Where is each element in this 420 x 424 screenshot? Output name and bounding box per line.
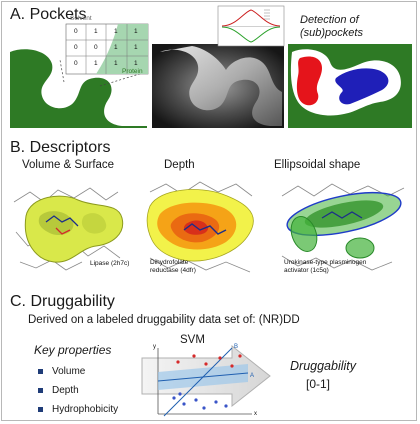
bullet-square-icon bbox=[38, 388, 43, 393]
grid-solvent-label: Solvent bbox=[70, 15, 92, 22]
label-ellipsoidal-shape: Ellipsoidal shape bbox=[274, 159, 361, 171]
grid-cell: 0 bbox=[74, 28, 78, 35]
grid-cell: 1 bbox=[94, 28, 98, 35]
grid-cell: 1 bbox=[134, 60, 138, 67]
grid-cell: 0 bbox=[94, 44, 98, 51]
pocket-panels bbox=[10, 5, 412, 128]
property-label: Volume bbox=[52, 366, 86, 377]
label-depth: Depth bbox=[164, 159, 195, 171]
depth-surface-panel bbox=[152, 44, 284, 128]
depth-image bbox=[146, 181, 254, 273]
section-c-subtitle: Derived on a labeled druggability data s… bbox=[28, 314, 300, 326]
line-a-label: A bbox=[250, 373, 255, 379]
grid-cell: 1 bbox=[94, 60, 98, 67]
grid-cell: 0 bbox=[74, 44, 78, 51]
grid-cell: 1 bbox=[114, 44, 118, 51]
key-properties-title: Key properties bbox=[34, 343, 112, 357]
grid-cell: 1 bbox=[114, 28, 118, 35]
list-item: Volume bbox=[38, 366, 118, 385]
grid-cell: 0 bbox=[74, 60, 78, 67]
ellipsoid-image bbox=[281, 183, 405, 271]
grid-protein-label: Protein bbox=[122, 68, 143, 75]
svm-diagram bbox=[141, 344, 271, 417]
axis-x-label: x bbox=[254, 411, 257, 417]
section-a-title: A. Pockets bbox=[10, 6, 87, 23]
label-volume-surface: Volume & Surface bbox=[22, 159, 115, 171]
property-label: Hydrophobicity bbox=[52, 404, 119, 415]
caption-dhfr-line2: reductase (4dfr) bbox=[150, 267, 196, 274]
grid-cell: 1 bbox=[134, 44, 138, 51]
detection-title-line2: (sub)pockets bbox=[300, 27, 363, 39]
bullet-square-icon bbox=[38, 369, 43, 374]
caption-upa-line2: activator (1c5q) bbox=[284, 267, 329, 274]
detection-title-line1: Detection of bbox=[300, 14, 359, 26]
druggability-label: Druggability bbox=[290, 359, 357, 373]
grid-pocket-panel bbox=[10, 23, 149, 128]
druggability-range: [0-1] bbox=[306, 377, 331, 391]
property-list: Volume Depth Hydrophobicity bbox=[38, 366, 118, 423]
axis-y-label: y bbox=[153, 344, 156, 350]
list-item: Depth bbox=[38, 385, 118, 404]
property-label: Depth bbox=[52, 385, 79, 396]
subpocket-panel bbox=[288, 44, 412, 128]
bullet-square-icon bbox=[38, 407, 43, 412]
caption-dhfr-line1: Dihydrofolate bbox=[150, 259, 189, 266]
descriptor-images bbox=[13, 181, 405, 273]
section-c-title: C. Druggability bbox=[10, 293, 115, 310]
caption-upa-line1: Urokinase-type plasminogen bbox=[284, 259, 367, 266]
grid-cell: 1 bbox=[134, 28, 138, 35]
section-b-title: B. Descriptors bbox=[10, 139, 111, 156]
grid-values: Solvent 0 1 1 1 0 0 1 1 0 1 1 1 Protein bbox=[68, 15, 148, 75]
profile-plot-inset bbox=[217, 5, 285, 47]
volume-surface-image bbox=[13, 187, 124, 271]
grid-cell: 1 bbox=[114, 60, 118, 67]
line-b-label: B bbox=[234, 344, 239, 350]
svm-label: SVM bbox=[180, 334, 205, 346]
list-item: Hydrophobicity bbox=[38, 404, 118, 423]
caption-lipase: Lipase (2h7c) bbox=[90, 260, 130, 267]
